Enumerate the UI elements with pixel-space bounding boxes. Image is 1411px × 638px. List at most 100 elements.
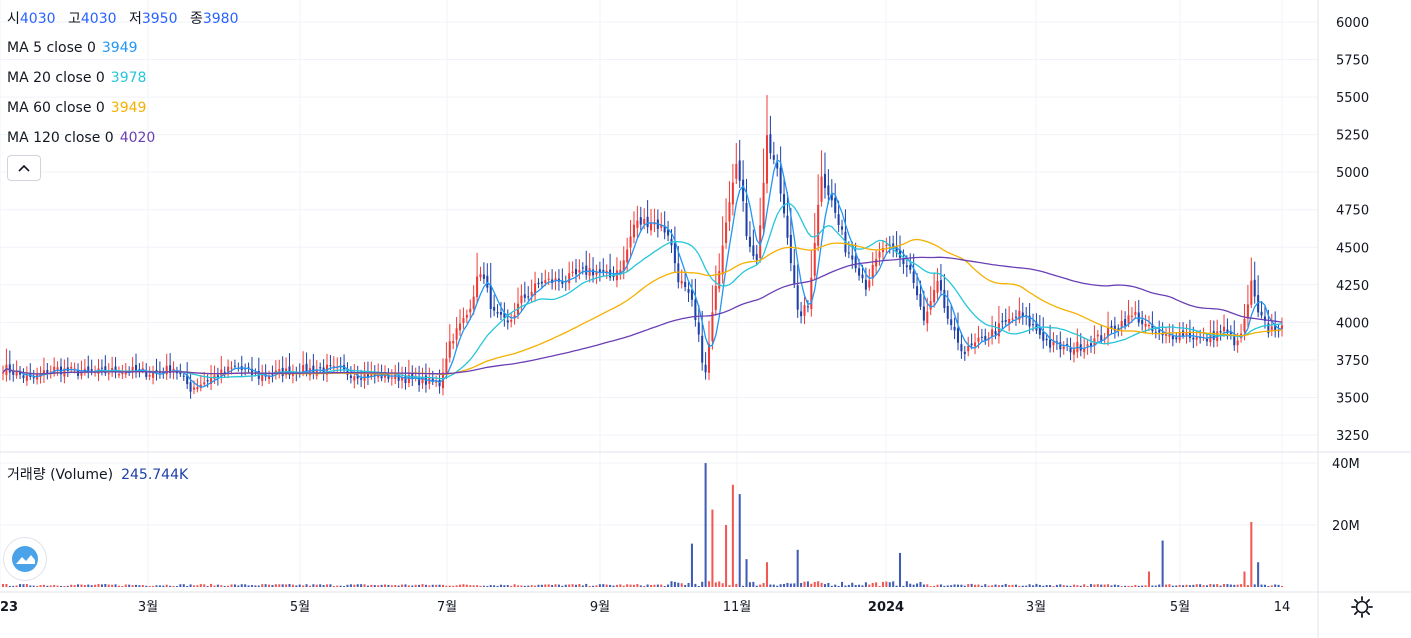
volume-bar [1011, 584, 1014, 587]
candle-body [312, 365, 315, 374]
candle-body [837, 214, 840, 225]
volume-bar [810, 583, 813, 587]
candle-body [1059, 342, 1062, 350]
volume-bar [220, 585, 223, 587]
price-tick-label: 4500 [1336, 241, 1369, 256]
ma20-legend[interactable]: MA 20 close 0 3978 [7, 69, 146, 87]
candle-body [929, 301, 932, 310]
volume-legend[interactable]: 거래량 (Volume) 245.744K [7, 464, 188, 484]
volume-bar [1229, 584, 1232, 587]
candle-body [42, 370, 45, 376]
candle-body [124, 371, 127, 375]
volume-bar [895, 585, 898, 587]
candle-body [1280, 325, 1284, 329]
volume-bar [1222, 583, 1226, 587]
candle-body [619, 269, 622, 274]
ma60-legend[interactable]: MA 60 close 0 3949 [7, 99, 146, 117]
collapse-legend-button[interactable] [7, 155, 41, 181]
volume-bar [1178, 584, 1181, 587]
volume-bar [394, 584, 397, 587]
volume-bar [970, 583, 973, 587]
candle-body [748, 236, 751, 247]
price-tick-label: 6000 [1336, 16, 1369, 31]
candle-body [1021, 312, 1024, 318]
time-tick-label: 2023 [0, 600, 18, 615]
volume-bar [926, 584, 929, 587]
volume-bar [397, 585, 400, 587]
volume-bar [336, 585, 339, 587]
volume-bar [789, 583, 792, 587]
candle-body [493, 306, 496, 311]
volume-bar [349, 584, 352, 587]
volume-bar [1028, 584, 1031, 587]
volume-bar [1032, 585, 1035, 587]
candle-body [1267, 323, 1270, 334]
volume-bar [315, 584, 318, 587]
candle-body [1250, 280, 1253, 305]
close-value: 3980 [202, 11, 239, 27]
volume-bar [1093, 584, 1096, 587]
candle-body [997, 323, 1000, 337]
volume-bar [1072, 584, 1075, 587]
volume-bar [407, 585, 410, 587]
candle-body [595, 272, 598, 275]
volume-bar [738, 494, 741, 587]
candle-body [152, 372, 155, 378]
candle-body [1219, 331, 1222, 333]
candle-body [977, 337, 980, 342]
volume-bar [404, 584, 407, 587]
volume-bar [506, 585, 509, 587]
volume-bar [83, 584, 86, 587]
candle-body [1188, 331, 1191, 339]
chart-logo-button[interactable] [4, 538, 46, 580]
ma5-legend[interactable]: MA 5 close 0 3949 [7, 39, 138, 57]
volume-bar [42, 584, 45, 587]
candle-body [568, 273, 571, 284]
candle-body [5, 364, 8, 376]
candle-body [786, 215, 789, 238]
volume-bar [1130, 585, 1133, 587]
volume-bar [1137, 585, 1140, 587]
volume-bar [8, 585, 11, 587]
volume-bar [325, 584, 329, 587]
volume-bar [1202, 585, 1205, 587]
volume-bar [779, 584, 782, 587]
volume-bar [476, 585, 479, 587]
candle-body [1192, 337, 1195, 340]
volume-bar [489, 585, 492, 587]
volume-bar [148, 585, 151, 587]
ma120-legend[interactable]: MA 120 close 0 4020 [7, 129, 155, 147]
volume-bar [772, 584, 775, 587]
candle-body [868, 280, 871, 288]
volume-bar [32, 585, 35, 587]
candle-body [1158, 330, 1161, 333]
volume-bar [411, 585, 414, 587]
volume-bar [63, 585, 66, 587]
candle-body [165, 365, 168, 375]
candle-body [1004, 320, 1007, 322]
candle-body [1096, 334, 1099, 337]
candle-body [1072, 349, 1075, 355]
candle-body [145, 370, 148, 377]
candle-body [776, 162, 779, 169]
candle-body [1222, 326, 1226, 332]
candle-body [401, 377, 404, 381]
candle-body [1141, 319, 1144, 325]
volume-bar [66, 585, 69, 587]
volume-value: 245.744K [121, 467, 189, 483]
candle-body [377, 373, 380, 378]
candle-body [571, 271, 574, 273]
candle-body [1049, 339, 1052, 348]
volume-bar [1188, 585, 1191, 587]
candle-body [939, 280, 942, 291]
candle-body [131, 366, 134, 372]
volume-bar [898, 552, 902, 587]
volume-bar [800, 582, 803, 587]
candle-body [513, 315, 516, 318]
volume-bar [268, 584, 271, 587]
volume-bar [929, 586, 932, 587]
volume-bar [728, 585, 731, 587]
settings-button[interactable] [1350, 595, 1374, 619]
candle-body [684, 281, 687, 288]
